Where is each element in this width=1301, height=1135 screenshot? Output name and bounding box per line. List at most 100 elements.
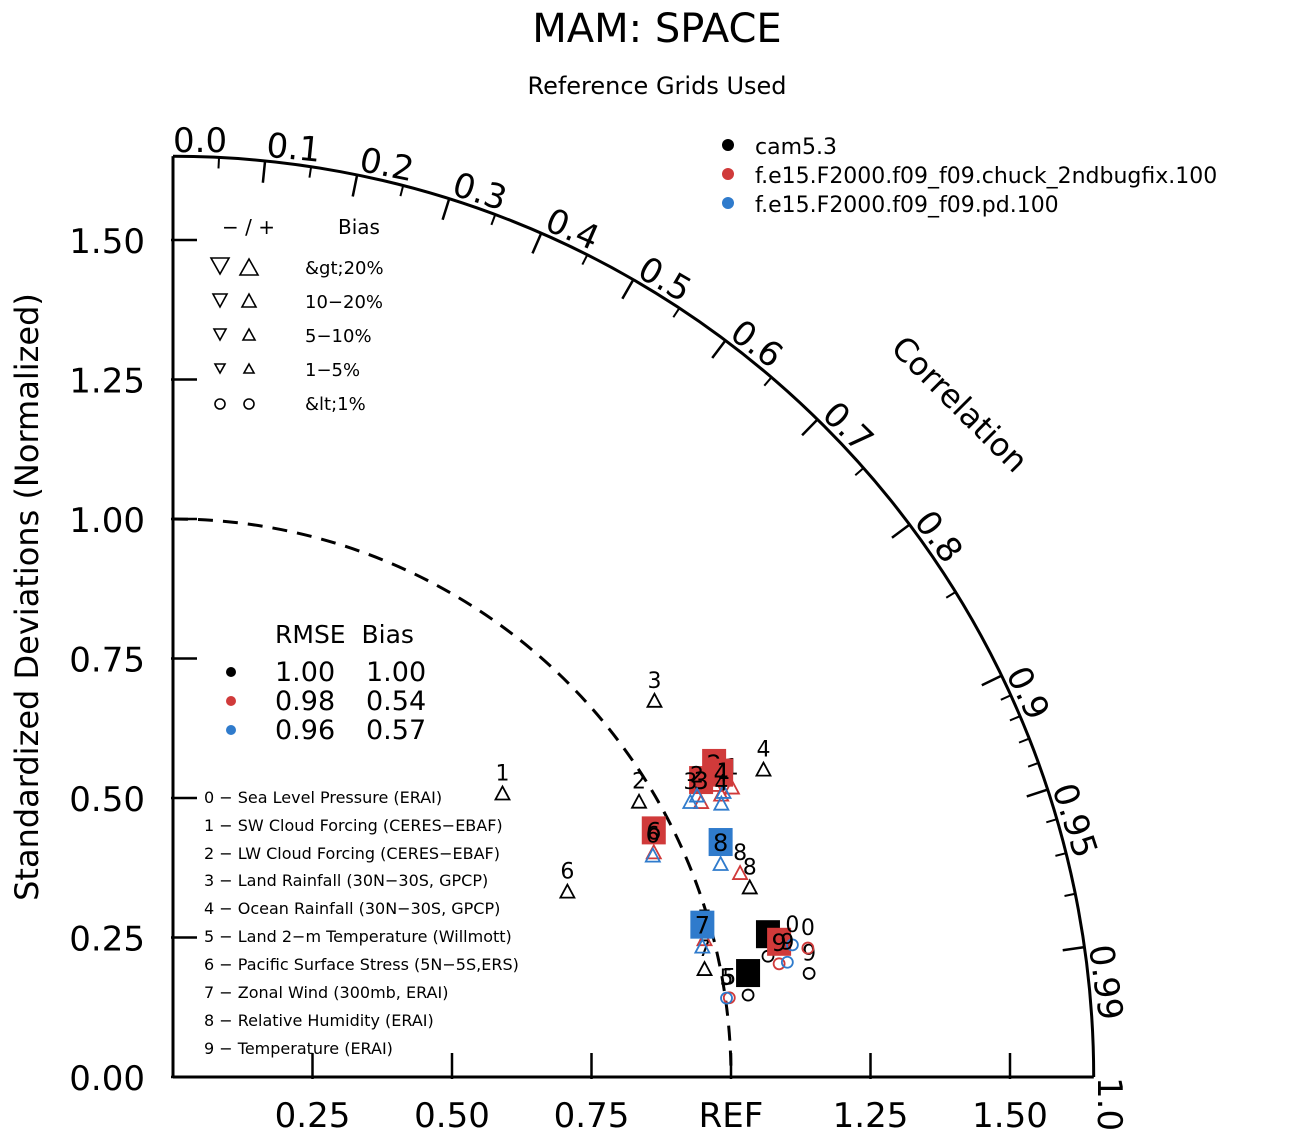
- point-triangle: [681, 793, 699, 809]
- rmse-value-chuck: 0.98: [275, 686, 335, 717]
- y-tick-label: 0.50: [69, 780, 145, 820]
- x-tick-label: REF: [699, 1096, 764, 1135]
- correlation-minor-tick: [490, 214, 497, 226]
- rmse-marker-pd: [226, 725, 236, 735]
- x-tick-label: 0.25: [275, 1096, 351, 1135]
- point-label: 4: [714, 760, 729, 788]
- bias-legend-row: 5−10%: [305, 326, 372, 347]
- point-label: 6: [646, 817, 661, 845]
- reference-arc: [172, 517, 733, 1078]
- point-triangle: [723, 778, 741, 795]
- variable-item: 3 − Land Rainfall (30N−30S, GPCP): [204, 871, 488, 890]
- correlation-minor-tick: [1018, 737, 1030, 744]
- point-triangle: [712, 855, 730, 871]
- point-triangle: [712, 794, 730, 811]
- correlation-tick-label: 0.1: [265, 126, 323, 171]
- point-triangle: [645, 691, 663, 708]
- series-legend: cam5.3 f.e15.F2000.f09_f09.chuck_2ndbugf…: [722, 135, 1217, 218]
- circle-icon: [214, 398, 226, 410]
- variable-item: 9 − Temperature (ERAI): [204, 1039, 393, 1058]
- correlation-minor-tick: [581, 254, 589, 266]
- bias-legend-row: 10−20%: [305, 292, 383, 313]
- up-triangle-icon: [242, 362, 256, 374]
- point-label: 1: [717, 760, 731, 785]
- variable-item: 6 − Pacific Surface Stress (5N−5S,ERS): [204, 955, 519, 974]
- down-triangle-icon: [211, 293, 229, 309]
- point-label-box: [641, 816, 666, 845]
- bias-legend-row: 1−5%: [305, 360, 360, 381]
- correlation-tick-label: 0.4: [539, 201, 605, 259]
- legend-marker-pd: [722, 197, 734, 209]
- chart-title: MAM: SPACE: [532, 6, 781, 52]
- point-circle: [801, 941, 815, 955]
- point-label: 1: [495, 761, 509, 786]
- correlation-minor-tick: [308, 166, 313, 178]
- variable-item: 1 − SW Cloud Forcing (CERES−EBAF): [204, 816, 503, 835]
- point-circle: [720, 991, 733, 1005]
- correlation-tick-label: 0.8: [906, 503, 970, 570]
- point-label: 8: [743, 855, 757, 880]
- point-label: 3: [683, 770, 697, 795]
- rmse-value-pd: 0.96: [275, 715, 335, 746]
- point-circle: [741, 988, 755, 1002]
- circle-icon: [243, 398, 255, 410]
- point-label: 4: [714, 772, 728, 797]
- bias-legend-header: Bias: [338, 215, 380, 239]
- correlation-minor-tick: [1064, 892, 1076, 897]
- correlation-tick: [351, 174, 359, 197]
- point-triangle: [630, 792, 648, 809]
- point-label: 9: [780, 930, 794, 955]
- variable-item: 2 − LW Cloud Forcing (CERES−EBAF): [204, 844, 500, 863]
- correlation-tick-label: 0.5: [631, 249, 698, 311]
- point-label-box: [708, 828, 733, 857]
- bias-value-pd: 0.57: [366, 715, 426, 746]
- variable-item: 0 − Sea Level Pressure (ERAI): [204, 788, 442, 807]
- up-triangle-icon: [240, 292, 258, 308]
- rmse-marker-cam: [226, 667, 236, 677]
- legend-marker-chuck: [722, 168, 734, 180]
- point-label: 8: [713, 829, 728, 857]
- legend-label-pd: f.e15.F2000.f09_f09.pd.100: [755, 193, 1059, 218]
- point-label: 6: [560, 860, 574, 885]
- point-triangle: [493, 784, 511, 801]
- rmse-value-cam: 1.00: [275, 657, 335, 688]
- bias-legend-row: &gt;20%: [305, 258, 384, 279]
- point-circle: [802, 967, 816, 980]
- point-circle: [772, 957, 786, 971]
- rmse-legend: RMSE Bias 1.00 1.00 0.98 0.54 0.96 0.57: [226, 620, 426, 746]
- point-label: 5: [740, 960, 755, 988]
- x-tick-label: 0.75: [554, 1096, 630, 1135]
- correlation-tick: [261, 160, 267, 183]
- correlation-arc: [172, 154, 1096, 1078]
- point-label: 5: [720, 966, 734, 991]
- correlation-minor-tick: [1000, 694, 1012, 701]
- y-tick-label: 1.25: [69, 362, 145, 402]
- point-label-box: [709, 758, 734, 787]
- point-triangle: [644, 846, 662, 863]
- point-label-box: [689, 766, 714, 795]
- point-triangle: [693, 937, 711, 954]
- correlation-minor-tick: [217, 157, 221, 169]
- variable-item: 8 − Relative Humidity (ERAI): [204, 1011, 434, 1030]
- correlation-label: Correlation: [884, 328, 1036, 480]
- correlation-tick: [621, 279, 635, 300]
- correlation-tick: [981, 674, 1003, 687]
- correlation-tick-label: 0.7: [814, 394, 881, 460]
- point-label: 4: [756, 738, 770, 763]
- point-triangle: [731, 864, 749, 880]
- correlation-tick: [891, 523, 911, 539]
- variable-item: 4 − Ocean Rainfall (30N−30S, GPCP): [204, 899, 500, 918]
- variable-item: 5 − Land 2−m Temperature (Willmott): [204, 927, 512, 946]
- data-points: 012345678901234567890123456789: [493, 669, 816, 1005]
- correlation-minor-tick: [945, 591, 957, 599]
- point-label: 2: [632, 770, 646, 795]
- correlation-minor-tick: [1046, 818, 1058, 824]
- correlation-tick: [1062, 945, 1085, 952]
- point-label: 5: [722, 966, 736, 991]
- rmse-legend-header: RMSE Bias: [275, 620, 414, 649]
- point-triangle: [714, 783, 733, 799]
- correlation-tick-label: 0.9: [998, 660, 1058, 726]
- down-triangle-icon: [212, 328, 228, 342]
- point-label: 3: [647, 669, 661, 694]
